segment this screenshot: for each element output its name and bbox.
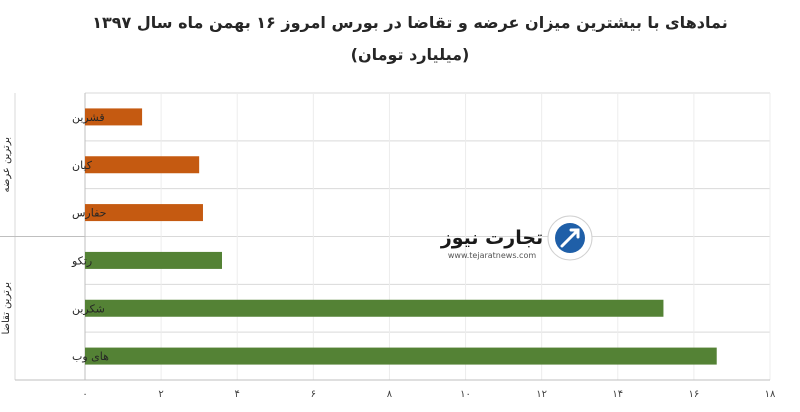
group-label: برترین عرضه: [1, 137, 12, 193]
x-tick-label: ۰: [82, 389, 87, 400]
x-tick-label: ۱۰: [460, 389, 471, 400]
category-label: کیان: [72, 159, 93, 172]
watermark-brand: تجارت نیوز: [440, 227, 543, 249]
category-label: قشرین: [72, 111, 105, 124]
group-label: برترین تقاضا: [1, 282, 12, 335]
x-tick-label: ۲: [158, 389, 163, 400]
plot-area: ۰ ۲ ۴ ۶ ۸ ۱۰ ۱۲ ۱۴ ۱۶ ۱۸ قشرین کیان حفارس رتکو شکربن ها…: [0, 92, 776, 400]
watermark: تجارت نیوز www.tejaratnews.com: [440, 215, 593, 261]
x-tick-label: ۴: [235, 389, 240, 400]
category-label: های وب: [72, 350, 109, 363]
x-tick-label: ۱۴: [612, 389, 623, 400]
x-tick-label: ۸: [387, 389, 393, 400]
watermark-url: www.tejaratnews.com: [448, 251, 536, 260]
x-tick-label: ۶: [311, 389, 316, 400]
bar: [85, 108, 143, 126]
bar: [85, 347, 717, 365]
bar: [85, 204, 203, 222]
x-tick-label: ۱۶: [689, 389, 700, 400]
watermark-arrow-icon: [560, 228, 580, 248]
category-label: رتکو: [71, 254, 92, 267]
x-tick-label: ۱۲: [536, 389, 547, 400]
bar: [85, 156, 200, 174]
chart-subtitle: (میلیارد تومان): [351, 45, 470, 64]
x-tick-label: ۱۸: [765, 389, 776, 400]
bar: [85, 299, 664, 317]
bar: [85, 251, 222, 269]
category-label: حفارس: [72, 207, 106, 220]
chart-title: نمادهای با بیشترین میزان عرضه و تقاضا در…: [92, 13, 727, 32]
category-label: شکربن: [72, 302, 105, 315]
